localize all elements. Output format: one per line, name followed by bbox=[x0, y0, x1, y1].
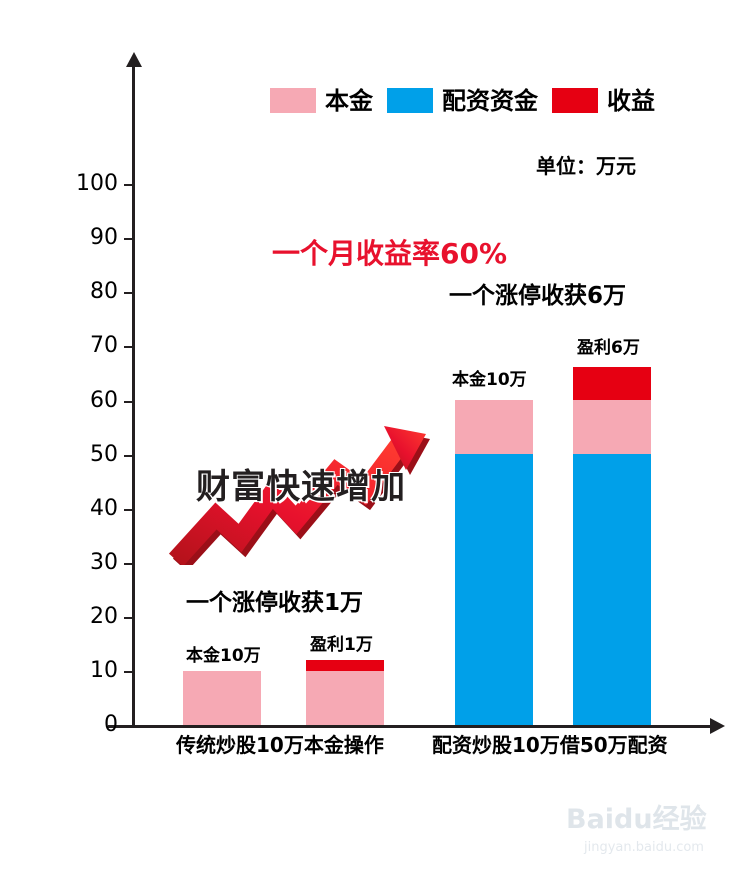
y-tick-10 bbox=[124, 671, 134, 673]
y-axis-arrow-icon bbox=[126, 52, 142, 67]
y-tick-label-30: 30 bbox=[90, 550, 118, 575]
bar-margin-profit bbox=[573, 367, 651, 725]
chart-legend: 本金 配资资金 收益 bbox=[270, 88, 655, 113]
y-axis-line bbox=[132, 64, 135, 728]
legend-label-profit: 收益 bbox=[607, 86, 655, 115]
y-tick-label-60: 60 bbox=[90, 388, 118, 413]
y-tick-80 bbox=[124, 292, 134, 294]
legend-swatch-margin-funds bbox=[387, 88, 433, 113]
legend-swatch-principal bbox=[270, 88, 316, 113]
bar-segment-principal bbox=[183, 671, 261, 725]
legend-entry-margin-funds: 配资资金 bbox=[387, 88, 538, 113]
rising-arrow-icon bbox=[168, 426, 430, 565]
y-tick-label-50: 50 bbox=[90, 442, 118, 467]
bar-caption-margin-profit: 盈利6万 bbox=[577, 338, 640, 358]
x-category-label-margin: 配资炒股10万借50万配资 bbox=[432, 733, 668, 757]
y-tick-100 bbox=[124, 184, 134, 186]
legend-entry-principal: 本金 bbox=[270, 88, 373, 113]
bar-traditional-principal bbox=[183, 671, 261, 725]
bar-caption-traditional-profit: 盈利1万 bbox=[310, 635, 373, 655]
watermark-url: jingyan.baidu.com bbox=[584, 840, 704, 855]
annotation-limit-up-1: 一个涨停收获1万 bbox=[186, 590, 364, 616]
y-tick-60 bbox=[124, 401, 134, 403]
bar-segment-principal bbox=[455, 400, 533, 454]
bar-segment-margin-funds bbox=[573, 454, 651, 725]
legend-label-principal: 本金 bbox=[325, 86, 373, 115]
watermark: Baidu经验 jingyan.baidu.com bbox=[566, 806, 736, 856]
y-tick-label-10: 10 bbox=[90, 658, 118, 683]
x-axis-line bbox=[108, 725, 712, 728]
y-tick-40 bbox=[124, 509, 134, 511]
y-tick-label-80: 80 bbox=[90, 279, 118, 304]
y-tick-0 bbox=[124, 725, 134, 727]
y-tick-90 bbox=[124, 238, 134, 240]
unit-note: 单位：万元 bbox=[536, 154, 636, 178]
y-tick-20 bbox=[124, 617, 134, 619]
bar-segment-principal bbox=[573, 400, 651, 454]
bar-caption-margin-principal: 本金10万 bbox=[452, 370, 527, 390]
y-tick-label-90: 90 bbox=[90, 225, 118, 250]
y-tick-label-100: 100 bbox=[76, 171, 118, 196]
bar-segment-profit bbox=[573, 367, 651, 400]
legend-entry-profit: 收益 bbox=[552, 88, 655, 113]
bar-traditional-profit bbox=[306, 660, 384, 725]
annotation-limit-up-6: 一个涨停收获6万 bbox=[449, 283, 627, 309]
bar-segment-margin-funds bbox=[455, 454, 533, 725]
y-tick-label-20: 20 bbox=[90, 604, 118, 629]
y-tick-70 bbox=[124, 346, 134, 348]
y-tick-label-0: 0 bbox=[104, 712, 118, 737]
bar-segment-profit bbox=[306, 660, 384, 671]
y-tick-50 bbox=[124, 455, 134, 457]
y-tick-30 bbox=[124, 563, 134, 565]
bar-caption-traditional-principal: 本金10万 bbox=[186, 646, 261, 666]
bar-margin-principal bbox=[455, 400, 533, 725]
y-tick-label-70: 70 bbox=[90, 333, 118, 358]
legend-label-margin-funds: 配资资金 bbox=[442, 86, 538, 115]
arrow-art-text: 财富快速增加 bbox=[196, 467, 406, 507]
watermark-brand: Baidu经验 bbox=[566, 804, 707, 835]
legend-swatch-profit bbox=[552, 88, 598, 113]
bar-segment-principal bbox=[306, 671, 384, 725]
annotation-monthly-return: 一个月收益率60% bbox=[272, 237, 508, 270]
x-category-label-traditional: 传统炒股10万本金操作 bbox=[176, 733, 384, 757]
y-tick-label-40: 40 bbox=[90, 496, 118, 521]
x-axis-arrow-icon bbox=[710, 718, 725, 734]
